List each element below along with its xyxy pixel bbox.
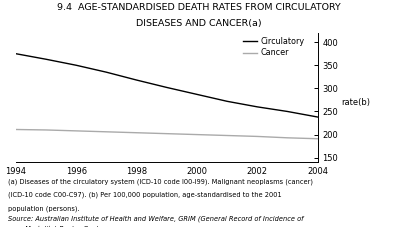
Circulatory	[164, 86, 169, 89]
Text: 9.4  AGE-STANDARDISED DEATH RATES FROM CIRCULATORY: 9.4 AGE-STANDARDISED DEATH RATES FROM CI…	[57, 3, 340, 12]
Text: (a) Diseases of the circulatory system (ICD-10 code I00-I99). Malignant neoplasm: (a) Diseases of the circulatory system (…	[8, 178, 313, 185]
Cancer	[134, 131, 139, 134]
Text: Mortality) Books, Canberra.: Mortality) Books, Canberra.	[8, 226, 116, 227]
Circulatory	[315, 116, 320, 118]
Line: Circulatory: Circulatory	[16, 54, 318, 117]
Y-axis label: rate(b): rate(b)	[341, 98, 370, 107]
Cancer	[225, 134, 229, 137]
Text: Source: Australian Institute of Health and Welfare, GRIM (General Record of Inci: Source: Australian Institute of Health a…	[8, 216, 303, 222]
Circulatory	[13, 52, 18, 55]
Text: (ICD-10 code C00-C97). (b) Per 100,000 population, age-standardised to the 2001: (ICD-10 code C00-C97). (b) Per 100,000 p…	[8, 192, 281, 198]
Circulatory	[104, 71, 109, 74]
Circulatory	[255, 106, 260, 108]
Cancer	[164, 132, 169, 135]
Circulatory	[74, 64, 79, 67]
Circulatory	[225, 100, 229, 103]
Cancer	[255, 135, 260, 138]
Circulatory	[195, 93, 199, 96]
Cancer	[13, 128, 18, 131]
Cancer	[74, 130, 79, 132]
Circulatory	[285, 110, 290, 113]
Legend: Circulatory, Cancer: Circulatory, Cancer	[243, 37, 304, 57]
Cancer	[315, 137, 320, 140]
Cancer	[195, 133, 199, 136]
Cancer	[285, 136, 290, 139]
Cancer	[104, 131, 109, 133]
Circulatory	[44, 58, 48, 61]
Circulatory	[134, 79, 139, 81]
Text: population (persons).: population (persons).	[8, 205, 79, 212]
Cancer	[44, 128, 48, 131]
Text: DISEASES AND CANCER(a): DISEASES AND CANCER(a)	[136, 19, 261, 28]
Line: Cancer: Cancer	[16, 129, 318, 139]
